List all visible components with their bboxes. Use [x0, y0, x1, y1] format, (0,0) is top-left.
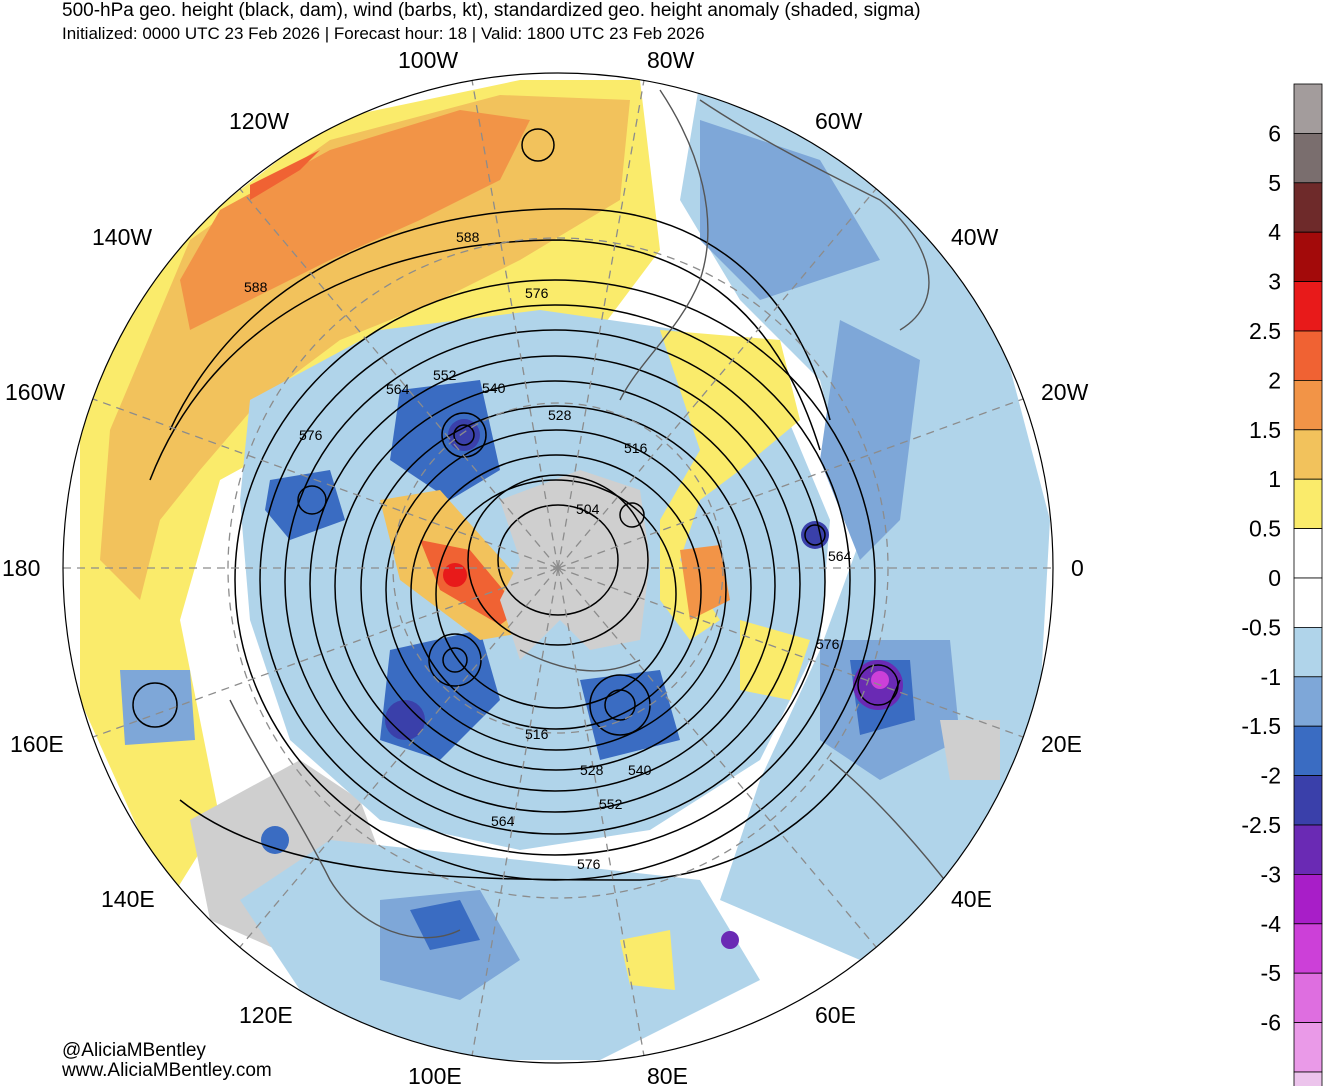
lon-label-40e: 40E — [951, 886, 992, 912]
map-border — [62, 72, 1054, 1064]
contour-label: 528 — [548, 407, 572, 423]
contour-label: 576 — [525, 285, 549, 301]
colorbar-label: 4 — [1268, 219, 1281, 245]
colorbar-swatch — [1293, 379, 1323, 431]
lon-label-40w: 40W — [951, 224, 999, 250]
colorbar-swatch — [1293, 182, 1323, 233]
colorbar-swatch — [1293, 1022, 1323, 1073]
colorbar-label: -6 — [1261, 1010, 1281, 1036]
colorbar-label: 2 — [1268, 367, 1281, 393]
contour-label: 528 — [580, 762, 604, 778]
contour-label: 564 — [386, 381, 410, 397]
colorbar-swatch — [1293, 923, 1323, 974]
colorbar-swatch — [1293, 330, 1323, 381]
colorbar: 6 5 4 3 2.5 2 1.5 1 0.5 0 -0.5 -1 -1.5 -2 -2.5 -3 -4 -5 -6 — [1241, 83, 1323, 1086]
colorbar-label: 0.5 — [1249, 516, 1281, 542]
colorbar-label: -1 — [1261, 664, 1281, 690]
colorbar-label: 6 — [1268, 120, 1281, 146]
contour-label: 504 — [576, 501, 600, 517]
colorbar-swatch — [1293, 775, 1323, 826]
lon-label-80w: 80W — [647, 47, 695, 73]
colorbar-label: -5 — [1261, 960, 1281, 986]
contour-label: 564 — [491, 813, 515, 829]
lon-label-180: 180 — [2, 555, 40, 581]
lon-label-160e: 160E — [10, 731, 64, 757]
map-subtitle: Initialized: 0000 UTC 23 Feb 2026 | Fore… — [62, 24, 705, 43]
lon-label-160w: 160W — [5, 379, 65, 405]
colorbar-label: 1.5 — [1249, 417, 1281, 443]
colorbar-swatch — [1293, 874, 1323, 925]
credit-handle: @AliciaMBentley — [62, 1040, 206, 1061]
contour-label: 552 — [599, 796, 623, 812]
contour-label: 588 — [244, 279, 268, 295]
map-title: 500-hPa geo. height (black, dam), wind (… — [62, 0, 921, 21]
lon-label-120w: 120W — [229, 108, 289, 134]
height-contours — [132, 128, 901, 881]
lon-label-0: 0 — [1071, 555, 1084, 581]
colorbar-swatch — [1293, 577, 1323, 628]
lon-label-80e: 80E — [647, 1063, 688, 1086]
graticule — [63, 79, 1053, 1057]
colorbar-label: 2.5 — [1249, 318, 1281, 344]
colorbar-swatch — [1293, 1071, 1323, 1086]
colorbar-label: -3 — [1261, 861, 1281, 887]
lon-label-20w: 20W — [1041, 379, 1089, 405]
colorbar-label: 1 — [1268, 466, 1281, 492]
contour-labels: 588 576 588 564 552 540 528 576 516 504 … — [244, 229, 852, 872]
colorbar-swatch — [1293, 528, 1323, 579]
lon-label-140w: 140W — [92, 224, 152, 250]
colorbar-label: 0 — [1268, 565, 1281, 591]
colorbar-swatch — [1293, 132, 1323, 184]
contour-label: 540 — [628, 762, 652, 778]
colorbar-swatch — [1293, 627, 1323, 678]
colorbar-label: -2.5 — [1241, 812, 1281, 838]
colorbar-swatch — [1293, 478, 1323, 530]
colorbar-label: 5 — [1268, 170, 1281, 196]
contour-label: 564 — [828, 548, 852, 564]
longitude-labels: 100W 80W 120W 60W 140W 40W 160W 20W 180 … — [2, 47, 1089, 1086]
colorbar-swatch — [1293, 231, 1323, 282]
contour-label: 516 — [525, 726, 549, 742]
colorbar-label: -1.5 — [1241, 713, 1281, 739]
colorbar-label: -4 — [1261, 911, 1282, 937]
lon-label-100e: 100E — [408, 1063, 462, 1086]
colorbar-swatch — [1293, 824, 1323, 875]
colorbar-swatch — [1293, 281, 1323, 332]
lon-label-140e: 140E — [101, 886, 155, 912]
colorbar-swatch — [1293, 429, 1323, 480]
colorbar-swatch — [1293, 83, 1323, 134]
contour-label: 588 — [456, 229, 480, 245]
contour-label: 576 — [577, 856, 601, 872]
lon-label-60w: 60W — [815, 108, 863, 134]
lon-label-100w: 100W — [398, 47, 458, 73]
contour-label: 516 — [624, 440, 648, 456]
colorbar-swatch — [1293, 972, 1323, 1024]
lon-label-20e: 20E — [1041, 731, 1082, 757]
lon-label-60e: 60E — [815, 1002, 856, 1028]
contour-label: 576 — [816, 636, 840, 652]
credit-website: www.AliciaMBentley.com — [62, 1060, 272, 1081]
colorbar-label: -2 — [1261, 763, 1281, 789]
colorbar-swatch — [1293, 676, 1323, 727]
contour-label: 576 — [299, 427, 323, 443]
coastlines — [229, 89, 961, 939]
colorbar-label: -0.5 — [1241, 614, 1281, 640]
contour-label: 552 — [433, 367, 457, 383]
lon-label-120e: 120E — [239, 1002, 293, 1028]
colorbar-swatch — [1293, 725, 1323, 777]
contour-label: 540 — [482, 380, 506, 396]
colorbar-label: 3 — [1268, 269, 1281, 295]
